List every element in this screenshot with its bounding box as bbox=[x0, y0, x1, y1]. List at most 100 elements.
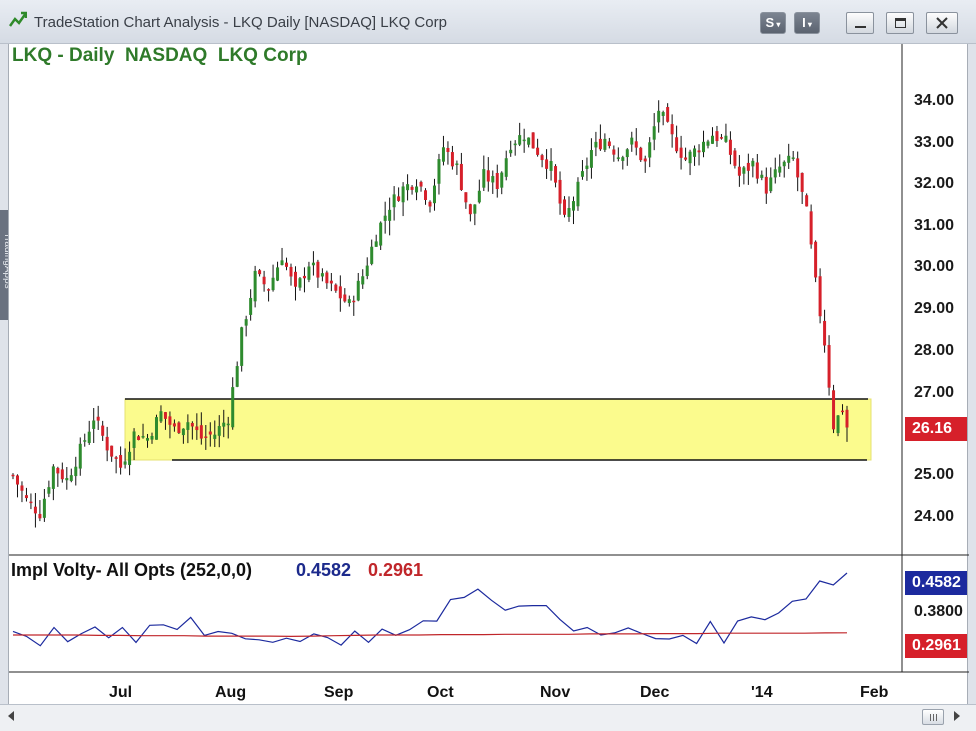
candle-body bbox=[733, 150, 737, 166]
candle-body bbox=[549, 161, 553, 171]
candle-body bbox=[594, 141, 598, 148]
chart-area[interactable]: LKQ - Daily NASDAQ LKQ Corp 34.00 33.00 … bbox=[8, 44, 969, 704]
candle-body bbox=[320, 273, 324, 277]
chart-title: LKQ - Daily NASDAQ LKQ Corp bbox=[12, 45, 308, 66]
candle-body bbox=[92, 420, 96, 429]
candle-body bbox=[495, 172, 499, 190]
month-label: Nov bbox=[540, 684, 571, 701]
candle-body bbox=[415, 186, 419, 193]
title-bar: TradeStation Chart Analysis - LKQ Daily … bbox=[0, 0, 976, 44]
candle-body bbox=[666, 107, 670, 122]
candle-body bbox=[307, 266, 311, 280]
candle-body bbox=[477, 190, 481, 203]
candle-body bbox=[531, 132, 535, 149]
candle-body bbox=[693, 148, 697, 157]
candle-body bbox=[168, 416, 172, 425]
candle-body bbox=[697, 150, 701, 153]
candle-body bbox=[56, 467, 60, 474]
candle-body bbox=[441, 147, 445, 162]
candle-body bbox=[800, 172, 804, 192]
candle-body bbox=[361, 276, 365, 285]
historical-volatility-tag: 0.2961 bbox=[905, 634, 967, 658]
candle-body bbox=[545, 159, 549, 169]
candle-body bbox=[60, 469, 64, 480]
minimize-icon bbox=[855, 26, 866, 28]
candle-body bbox=[814, 241, 818, 278]
candle-body bbox=[271, 277, 275, 291]
candle-body bbox=[424, 190, 428, 200]
candle-body bbox=[177, 422, 181, 434]
candle-body bbox=[607, 141, 611, 147]
candle-body bbox=[74, 466, 78, 477]
candle-body bbox=[190, 423, 194, 427]
candle-body bbox=[33, 506, 37, 514]
candle-body bbox=[338, 286, 342, 299]
close-button[interactable] bbox=[926, 12, 958, 34]
candle-body bbox=[827, 345, 831, 388]
candle-body bbox=[137, 436, 141, 441]
candle-body bbox=[630, 137, 634, 145]
support-zone-highlight bbox=[124, 398, 872, 461]
candle-body bbox=[217, 426, 221, 436]
horizontal-scrollbar[interactable] bbox=[0, 704, 976, 731]
candle-body bbox=[706, 141, 710, 146]
candle-body bbox=[576, 181, 580, 207]
candle-body bbox=[791, 157, 795, 159]
candle-body bbox=[298, 278, 302, 288]
minimize-button[interactable] bbox=[846, 12, 874, 34]
candle-body bbox=[782, 161, 786, 167]
candle-body bbox=[459, 163, 463, 190]
candle-body bbox=[688, 151, 692, 164]
candle-body bbox=[11, 474, 15, 477]
indicator-title: Impl Volty- All Opts (252,0,0) bbox=[11, 560, 253, 580]
interval-link-button[interactable]: I ▾ bbox=[794, 12, 820, 34]
candle-body bbox=[742, 167, 746, 174]
candle-body bbox=[406, 184, 410, 191]
candle-body bbox=[751, 160, 755, 167]
close-icon bbox=[936, 17, 948, 29]
candle-body bbox=[208, 431, 212, 435]
candle-body bbox=[146, 438, 150, 441]
scroll-right-icon[interactable] bbox=[954, 711, 960, 721]
month-label: '14 bbox=[751, 684, 773, 701]
candle-body bbox=[648, 142, 652, 158]
candle-body bbox=[450, 152, 454, 167]
price-axis-label: 25.00 bbox=[914, 466, 955, 483]
month-label: Dec bbox=[640, 684, 670, 701]
candle-body bbox=[603, 138, 607, 150]
month-label: Jul bbox=[109, 684, 133, 701]
candle-body bbox=[486, 170, 490, 182]
candle-body bbox=[737, 166, 741, 176]
price-axis-label: 33.00 bbox=[914, 134, 955, 151]
candlestick-series bbox=[11, 100, 849, 528]
candle-body bbox=[38, 513, 42, 519]
candle-body bbox=[276, 267, 280, 281]
candle-body bbox=[285, 262, 289, 267]
maximize-button[interactable] bbox=[886, 12, 914, 34]
candle-body bbox=[823, 320, 827, 346]
candle-body bbox=[78, 443, 82, 469]
candle-body bbox=[365, 265, 369, 277]
candle-body bbox=[796, 158, 800, 178]
candle-body bbox=[661, 112, 665, 116]
candle-body bbox=[244, 319, 248, 326]
candle-body bbox=[150, 435, 154, 440]
maximize-icon bbox=[895, 18, 906, 28]
chart-canvas[interactable] bbox=[9, 44, 969, 704]
candle-body bbox=[719, 137, 723, 139]
scroll-thumb[interactable] bbox=[922, 709, 944, 725]
candle-body bbox=[280, 260, 284, 266]
historical-volatility-line bbox=[13, 632, 848, 638]
candle-body bbox=[159, 411, 163, 422]
candle-body bbox=[612, 149, 616, 155]
candle-body bbox=[616, 157, 620, 159]
candle-body bbox=[805, 195, 809, 207]
candle-body bbox=[643, 158, 647, 162]
scroll-left-icon[interactable] bbox=[8, 711, 14, 721]
candle-body bbox=[513, 143, 517, 146]
historical-volatility-value: 0.2961 bbox=[368, 560, 424, 580]
candle-body bbox=[29, 501, 33, 504]
candle-body bbox=[491, 176, 495, 183]
symbol-link-button[interactable]: S ▾ bbox=[760, 12, 786, 34]
candle-body bbox=[87, 431, 91, 443]
